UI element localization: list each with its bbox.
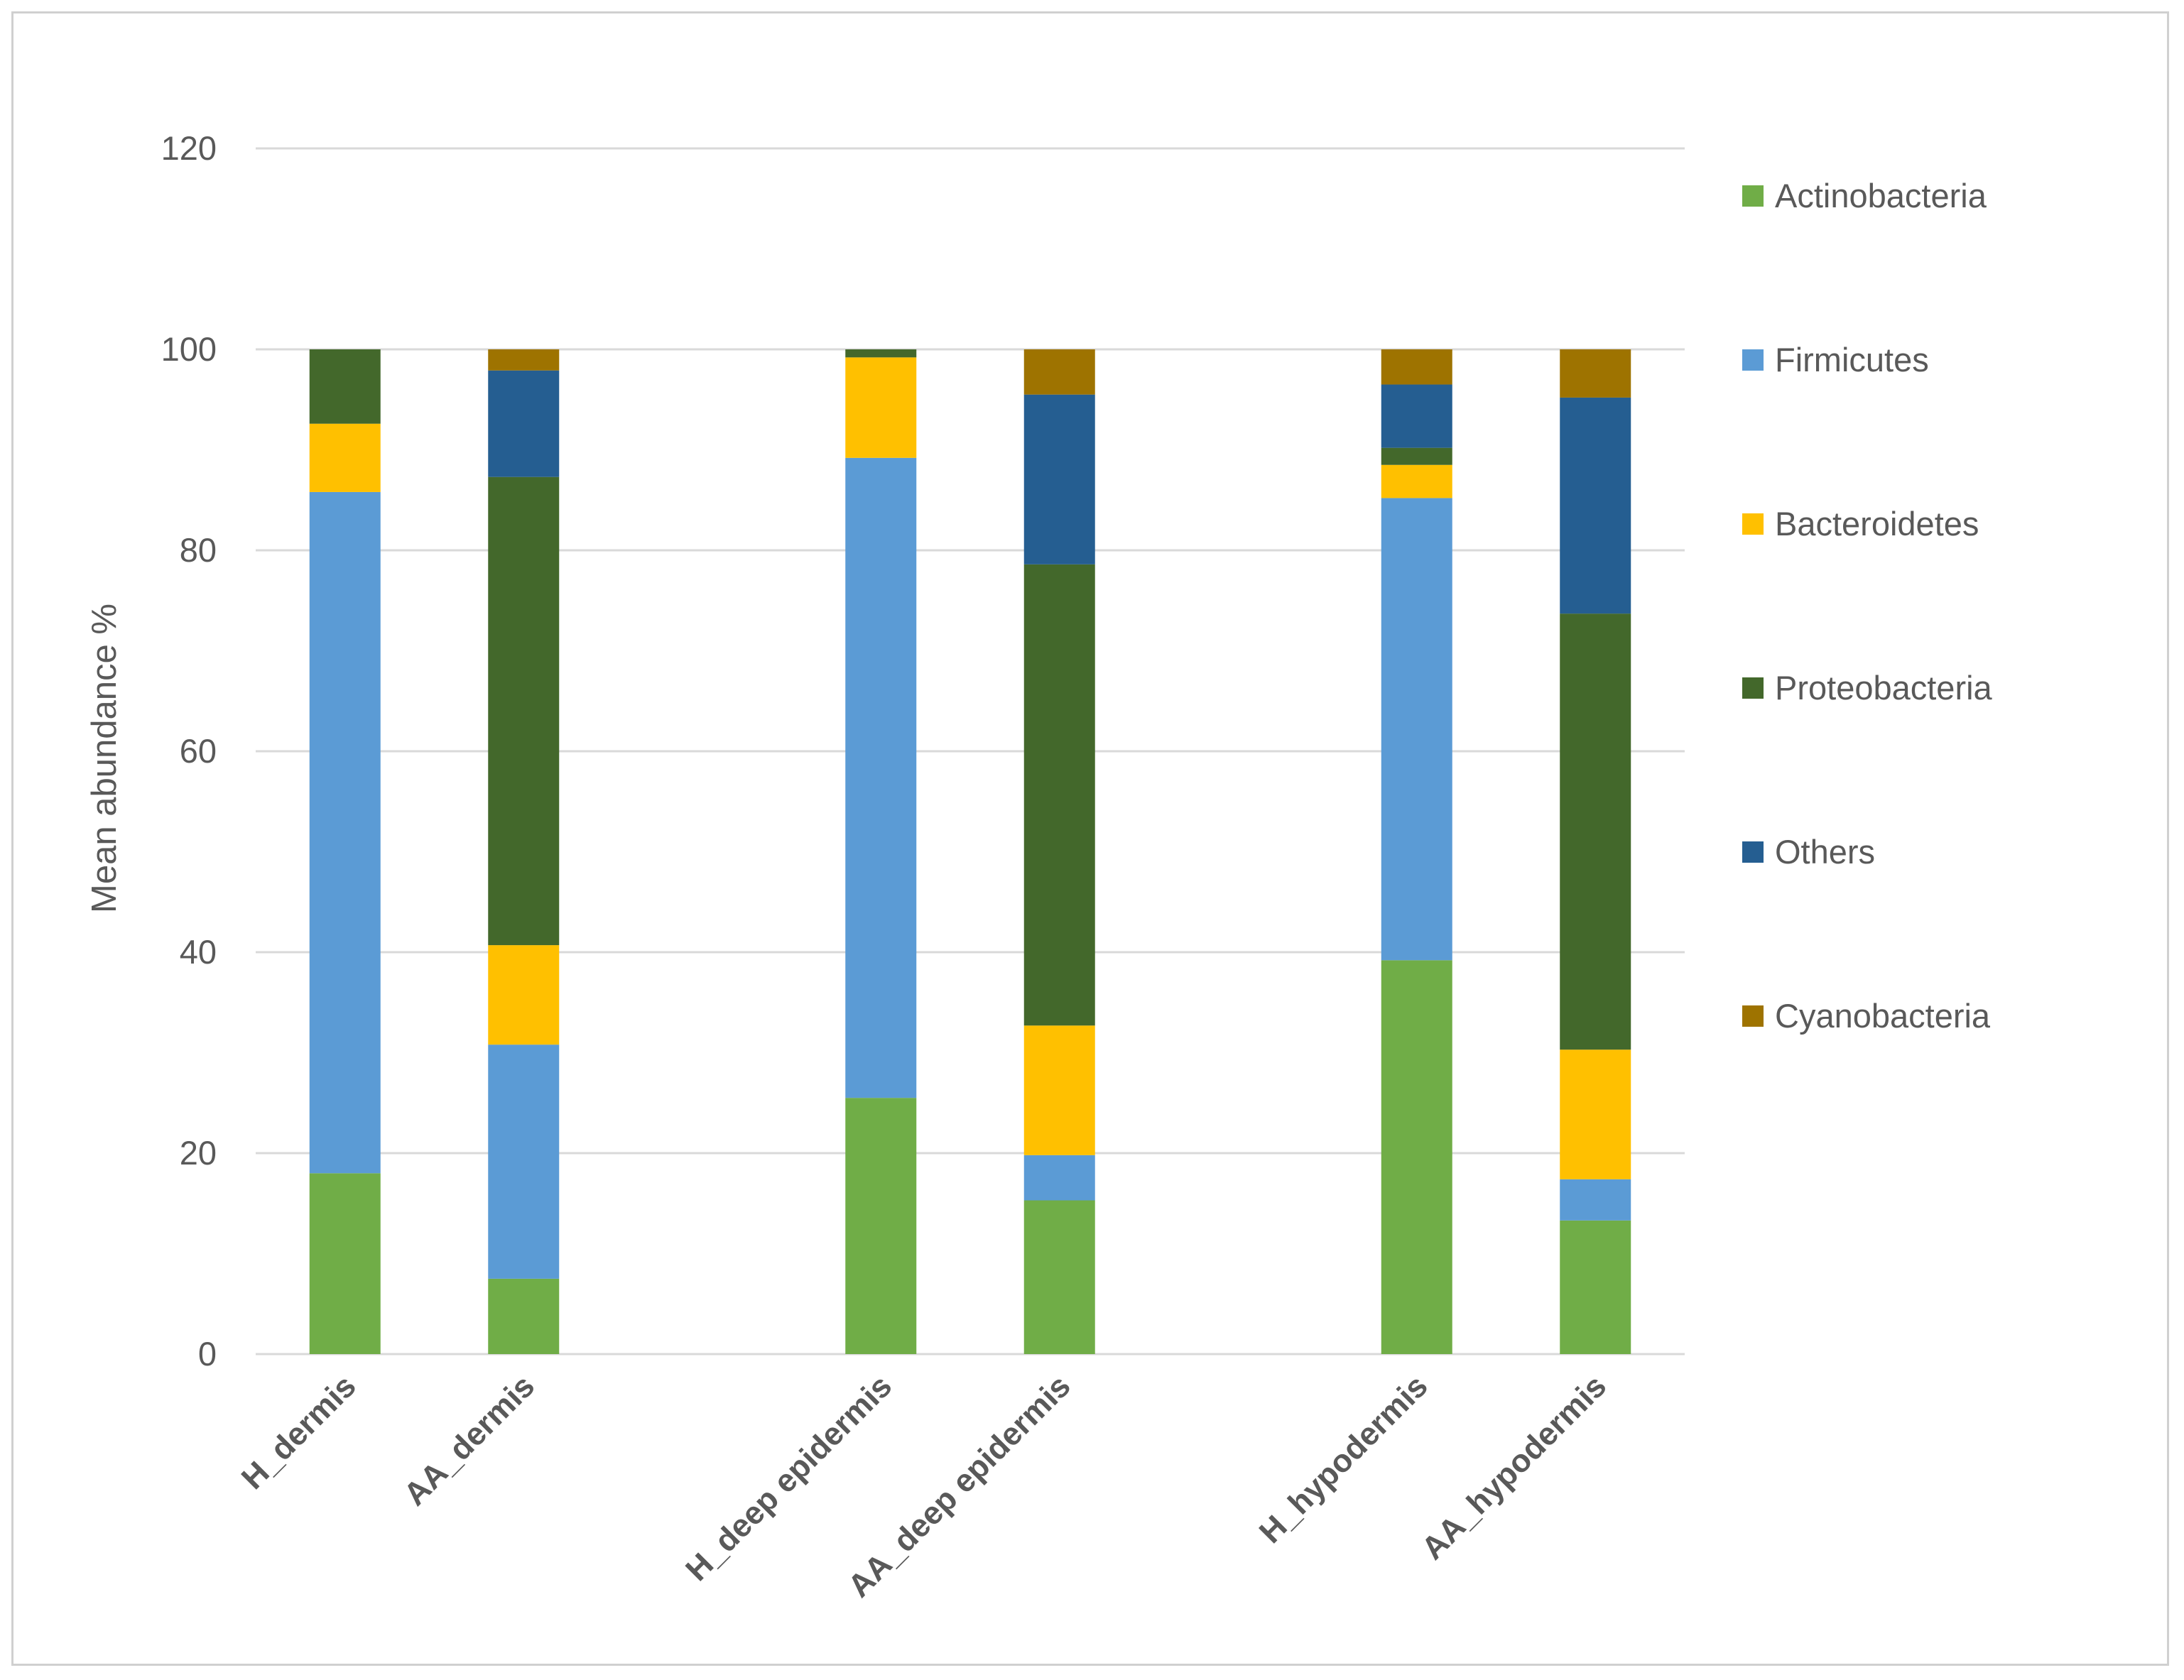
bar-segment-firmicutes [1023, 1155, 1095, 1201]
y-axis-ticks: 0 20 40 60 80 100 120 [161, 129, 217, 1373]
legend-item-cyanobacteria: Cyanobacteria [1742, 997, 1991, 1035]
bar-segment-others [1560, 397, 1631, 614]
bar-stack-aa_dermis [488, 349, 560, 1354]
legend-item-others: Others [1742, 833, 1875, 871]
bars [309, 349, 1631, 1354]
bar-segment-actinobacteria [309, 1173, 381, 1354]
x-category-label: AA_hypodermis [1414, 1368, 1613, 1566]
bar-segment-bacteroidetes [488, 945, 560, 1045]
legend-item-actinobacteria: Actinobacteria [1742, 177, 1987, 214]
y-tick-label: 20 [180, 1134, 217, 1172]
legend-label: Bacteroidetes [1775, 505, 1979, 542]
legend-label: Firmicutes [1775, 341, 1929, 378]
bar-stack-h_deep-epidermis [845, 349, 917, 1354]
bar-stack-h_dermis [309, 349, 381, 1354]
legend-item-proteobacteria: Proteobacteria [1742, 669, 1993, 707]
bar-segment-others [488, 370, 560, 477]
bar-segment-proteobacteria [845, 349, 917, 358]
bar-segment-firmicutes [1560, 1179, 1631, 1221]
legend-swatch [1742, 185, 1764, 207]
bar-segment-others [1023, 394, 1095, 564]
bar-segment-bacteroidetes [309, 423, 381, 492]
y-axis-title: Mean abundance % [85, 604, 124, 913]
y-tick-label: 0 [198, 1335, 217, 1373]
y-tick-label: 80 [180, 531, 217, 569]
y-tick-label: 100 [161, 330, 217, 368]
bar-segment-firmicutes [309, 491, 381, 1174]
legend-label: Proteobacteria [1775, 669, 1993, 707]
bar-segment-actinobacteria [845, 1098, 917, 1354]
bar-segment-bacteroidetes [1023, 1025, 1095, 1155]
x-category-label: H_hypodermis [1252, 1368, 1435, 1550]
y-tick-label: 120 [161, 129, 217, 167]
bar-segment-proteobacteria [1023, 564, 1095, 1026]
bar-segment-bacteroidetes [1381, 464, 1452, 498]
bar-stack-aa_hypodermis [1560, 349, 1631, 1354]
bar-segment-proteobacteria [1381, 447, 1452, 465]
legend-label: Actinobacteria [1775, 177, 1987, 214]
bar-segment-actinobacteria [1023, 1200, 1095, 1354]
bar-segment-bacteroidetes [1560, 1049, 1631, 1179]
bar-segment-cyanobacteria [488, 349, 560, 371]
bar-segment-others [1381, 384, 1452, 448]
x-category-label: H_dermis [234, 1368, 363, 1496]
gridlines [256, 147, 1685, 1356]
y-tick-label: 40 [180, 933, 217, 971]
bar-segment-firmicutes [1381, 498, 1452, 961]
bar-segment-actinobacteria [1560, 1220, 1631, 1354]
legend-swatch [1742, 677, 1764, 699]
x-category-label: AA_dermis [396, 1368, 541, 1512]
bar-segment-firmicutes [845, 457, 917, 1098]
legend-label: Cyanobacteria [1775, 997, 1991, 1035]
bar-stack-aa_deep-epidermis [1023, 349, 1095, 1354]
legend-swatch [1742, 513, 1764, 535]
bar-segment-proteobacteria [488, 476, 560, 946]
bar-segment-firmicutes [488, 1044, 560, 1279]
legend-swatch [1742, 1005, 1764, 1027]
y-tick-label: 60 [180, 732, 217, 770]
legend-swatch [1742, 349, 1764, 371]
bar-segment-actinobacteria [1381, 960, 1452, 1354]
legend: Actinobacteria Firmicutes Bacteroidetes Pro… [1742, 177, 1993, 1035]
legend-swatch [1742, 841, 1764, 863]
legend-label: Others [1775, 833, 1875, 871]
legend-item-bacteroidetes: Bacteroidetes [1742, 505, 1979, 542]
bar-segment-actinobacteria [488, 1278, 560, 1354]
legend-item-firmicutes: Firmicutes [1742, 341, 1929, 378]
bar-segment-bacteroidetes [845, 357, 917, 458]
bar-segment-cyanobacteria [1023, 349, 1095, 395]
bar-stack-h_hypodermis [1381, 349, 1452, 1354]
bar-segment-cyanobacteria [1381, 349, 1452, 385]
bar-segment-cyanobacteria [1560, 349, 1631, 398]
bar-segment-proteobacteria [309, 349, 381, 424]
x-axis-categories: H_dermis AA_dermis H_deep epidermisAA_deep… [234, 1368, 1614, 1604]
bar-segment-proteobacteria [1560, 613, 1631, 1050]
